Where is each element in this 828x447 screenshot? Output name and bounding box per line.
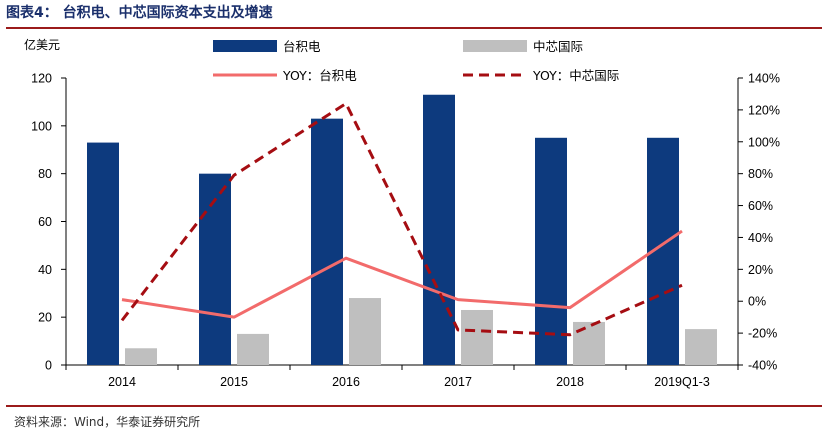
legend-swatch [213, 40, 277, 52]
legend-label: YOY：中芯国际 [532, 68, 619, 83]
bar-tsmc [423, 94, 455, 365]
y-unit-label: 亿美元 [24, 37, 60, 52]
right-tick-label: -20% [748, 327, 777, 341]
bar-smic [685, 329, 717, 365]
legend-label: 中芯国际 [533, 39, 583, 54]
left-tick-label: 60 [38, 215, 52, 229]
footer-rule [6, 405, 822, 407]
x-tick-label: 2018 [556, 375, 584, 389]
x-tick-label: 2014 [108, 375, 136, 389]
left-tick-label: 80 [38, 167, 52, 181]
left-tick-label: 0 [45, 359, 52, 373]
right-tick-label: 80% [748, 167, 773, 181]
right-tick-label: 100% [748, 135, 780, 149]
right-tick-label: 20% [748, 263, 773, 277]
bar-tsmc [311, 118, 343, 366]
bar-smic [125, 348, 157, 365]
x-tick-label: 2016 [332, 375, 360, 389]
x-tick-label: 2015 [220, 375, 248, 389]
line-yoy-smic [120, 102, 683, 337]
right-tick-label: 60% [748, 199, 773, 213]
capex-chart: 0 20 40 60 80 100 120 -40% -20% 0% 20% 40% 60% 80% 100… [24, 37, 780, 389]
x-tick-label: 2017 [444, 375, 472, 389]
left-tick-label: 20 [38, 311, 52, 325]
bar-smic [349, 298, 381, 365]
left-tick-label: 100 [31, 119, 52, 133]
title-rule [6, 27, 822, 29]
right-tick-label: 140% [748, 72, 780, 86]
bar-tsmc [87, 142, 119, 365]
right-tick-label: 120% [748, 103, 780, 117]
legend-swatch [463, 40, 527, 52]
left-tick-label: 120 [31, 72, 52, 86]
legend-label: YOY：台积电 [282, 68, 357, 83]
right-tick-label: -40% [748, 359, 777, 373]
x-tick-label: 2019Q1-3 [654, 375, 710, 389]
legend-label: 台积电 [283, 39, 321, 54]
right-tick-label: 0% [748, 295, 766, 309]
bar-smic [573, 321, 605, 365]
bar-tsmc [199, 173, 231, 365]
figure-title: 图表4： 台积电、中芯国际资本支出及增速 [6, 5, 273, 21]
bar-smic [237, 333, 269, 365]
left-tick-label: 40 [38, 263, 52, 277]
right-tick-label: 40% [748, 231, 773, 245]
source-note: 资料来源：Wind，华泰证券研究所 [14, 415, 201, 429]
line-yoy-tsmc [121, 229, 683, 319]
bar-tsmc [535, 137, 567, 365]
bar-smic [461, 309, 493, 365]
